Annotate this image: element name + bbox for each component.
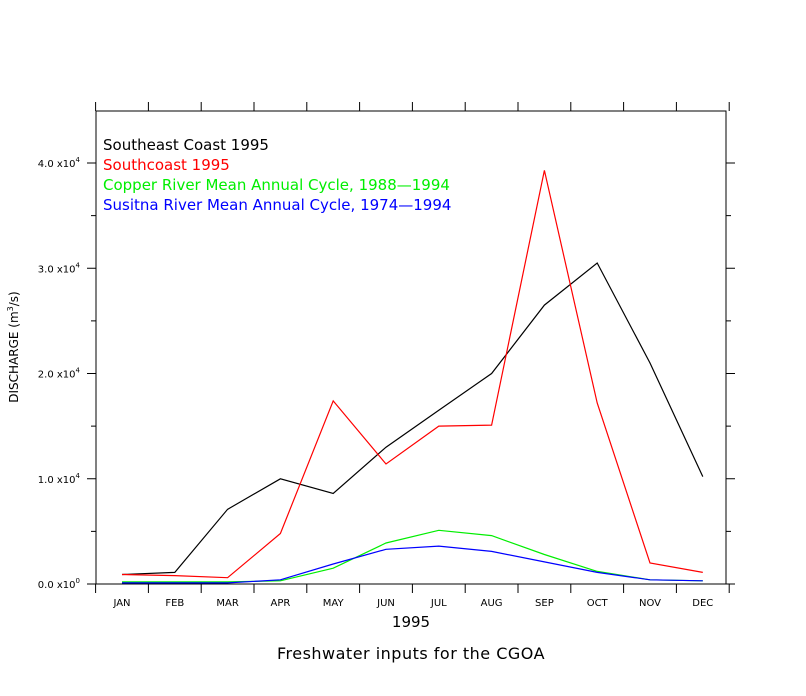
x-tick-label: FEB [165,598,184,609]
y-tick-label: 1.0 x104 [38,472,81,486]
legend: Southeast Coast 1995 Southcoast 1995 Coppe… [103,136,451,214]
x-tick-label: JUL [430,598,447,609]
legend-entry-1: Southeast Coast 1995 [103,136,269,154]
x-tick-label: APR [270,598,290,609]
series-line-2 [121,170,703,579]
legend-entry-3: Copper River Mean Annual Cycle, 1988—199… [103,176,450,194]
y-tick-label: 2.0 x104 [38,367,81,381]
chart-title: Freshwater inputs for the CGOA [277,644,545,663]
y-tick-label: 4.0 x104 [38,156,81,170]
x-axis-label: 1995 [392,613,430,631]
x-tick-label: NOV [639,598,661,609]
series-line-3 [122,529,703,583]
plot-frame [95,110,727,585]
x-tick-label: AUG [481,598,503,609]
y-tick-label: 3.0 x104 [38,261,81,275]
y-tick-label: 0.0 x100 [38,577,80,591]
x-tick-label: JAN [112,598,130,609]
x-tick-label: JUN [376,598,395,609]
x-tick-label: DEC [692,598,713,609]
legend-entry-2: Southcoast 1995 [103,156,230,174]
y-axis-label: DISCHARGE (m3/s) [6,291,21,403]
x-tick-label: MAR [216,598,238,609]
x-tick-label: OCT [587,598,609,609]
series-line-1 [121,262,704,576]
series-line-4 [122,545,703,584]
legend-entry-4: Susitna River Mean Annual Cycle, 1974—19… [103,196,451,214]
y-axis-label-superscript: 3 [6,306,15,311]
series-lines [121,170,704,584]
x-tick-label: MAY [323,598,345,609]
x-tick-label: SEP [535,598,554,609]
axes: JAN FEB MAR APR MAY JUN JUL AUG SEP OCT NOV DEC 0.0 … [38,102,735,609]
